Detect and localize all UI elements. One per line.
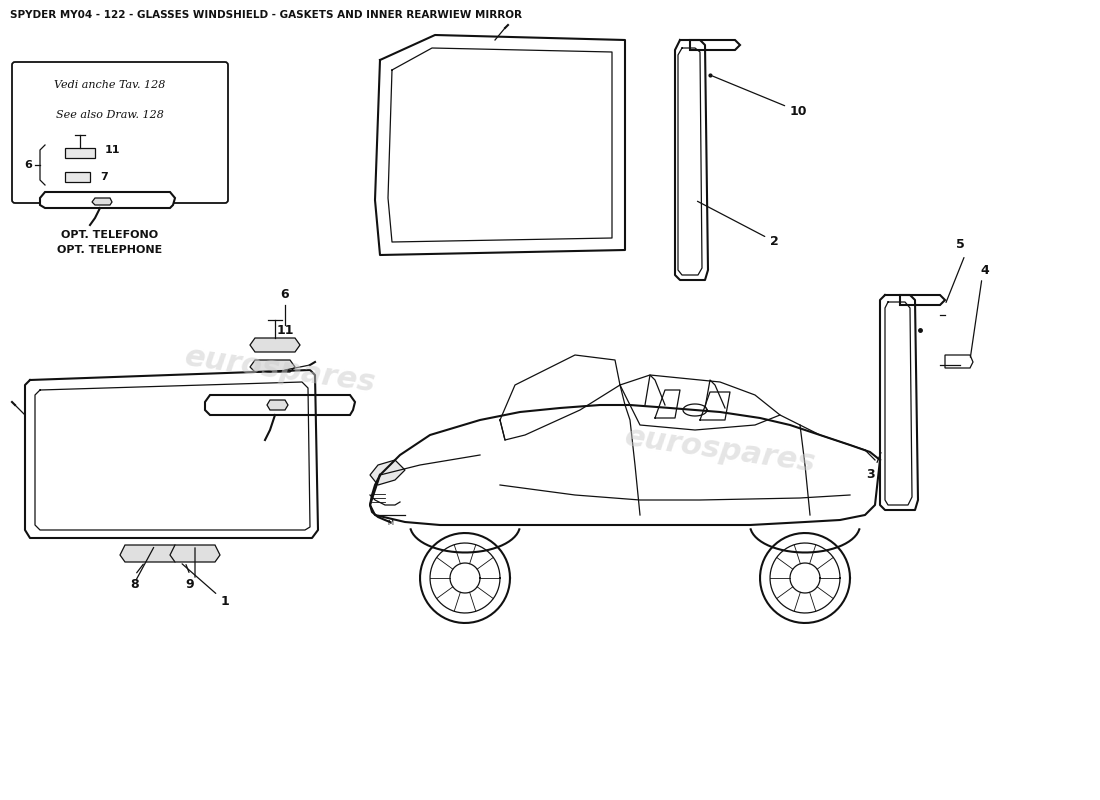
Polygon shape bbox=[900, 295, 945, 305]
Text: eurospares: eurospares bbox=[623, 422, 817, 478]
Text: eurospares: eurospares bbox=[183, 342, 377, 398]
Text: 4: 4 bbox=[980, 263, 989, 277]
Polygon shape bbox=[65, 172, 90, 182]
Polygon shape bbox=[690, 40, 740, 50]
Text: 11: 11 bbox=[276, 323, 294, 337]
Polygon shape bbox=[250, 338, 300, 352]
Text: 6: 6 bbox=[280, 289, 289, 302]
Polygon shape bbox=[120, 545, 180, 562]
Polygon shape bbox=[370, 460, 405, 485]
Text: SPYDER MY04 - 122 - GLASSES WINDSHIELD - GASKETS AND INNER REARWIEW MIRROR: SPYDER MY04 - 122 - GLASSES WINDSHIELD -… bbox=[10, 10, 522, 20]
Polygon shape bbox=[250, 360, 295, 372]
Text: OPT. TELEPHONE: OPT. TELEPHONE bbox=[57, 245, 163, 255]
Text: M: M bbox=[387, 520, 393, 526]
Polygon shape bbox=[205, 395, 355, 415]
Polygon shape bbox=[170, 545, 220, 562]
FancyBboxPatch shape bbox=[12, 62, 228, 203]
Text: See also Draw. 128: See also Draw. 128 bbox=[56, 110, 164, 120]
Text: 9: 9 bbox=[186, 578, 195, 591]
Polygon shape bbox=[92, 198, 112, 205]
Polygon shape bbox=[40, 192, 175, 208]
Polygon shape bbox=[267, 400, 288, 410]
Text: 10: 10 bbox=[713, 76, 807, 118]
Text: 11: 11 bbox=[104, 145, 121, 155]
Polygon shape bbox=[65, 148, 95, 158]
Text: Vedi anche Tav. 128: Vedi anche Tav. 128 bbox=[54, 80, 166, 90]
Text: 5: 5 bbox=[956, 238, 965, 251]
Text: 1: 1 bbox=[183, 564, 230, 608]
Text: 3: 3 bbox=[867, 469, 875, 482]
Text: OPT. TELEFONO: OPT. TELEFONO bbox=[62, 230, 158, 240]
Text: 7: 7 bbox=[100, 172, 108, 182]
Polygon shape bbox=[945, 355, 974, 368]
Text: 8: 8 bbox=[131, 578, 140, 591]
Text: 2: 2 bbox=[697, 202, 779, 248]
Text: 6: 6 bbox=[24, 160, 32, 170]
